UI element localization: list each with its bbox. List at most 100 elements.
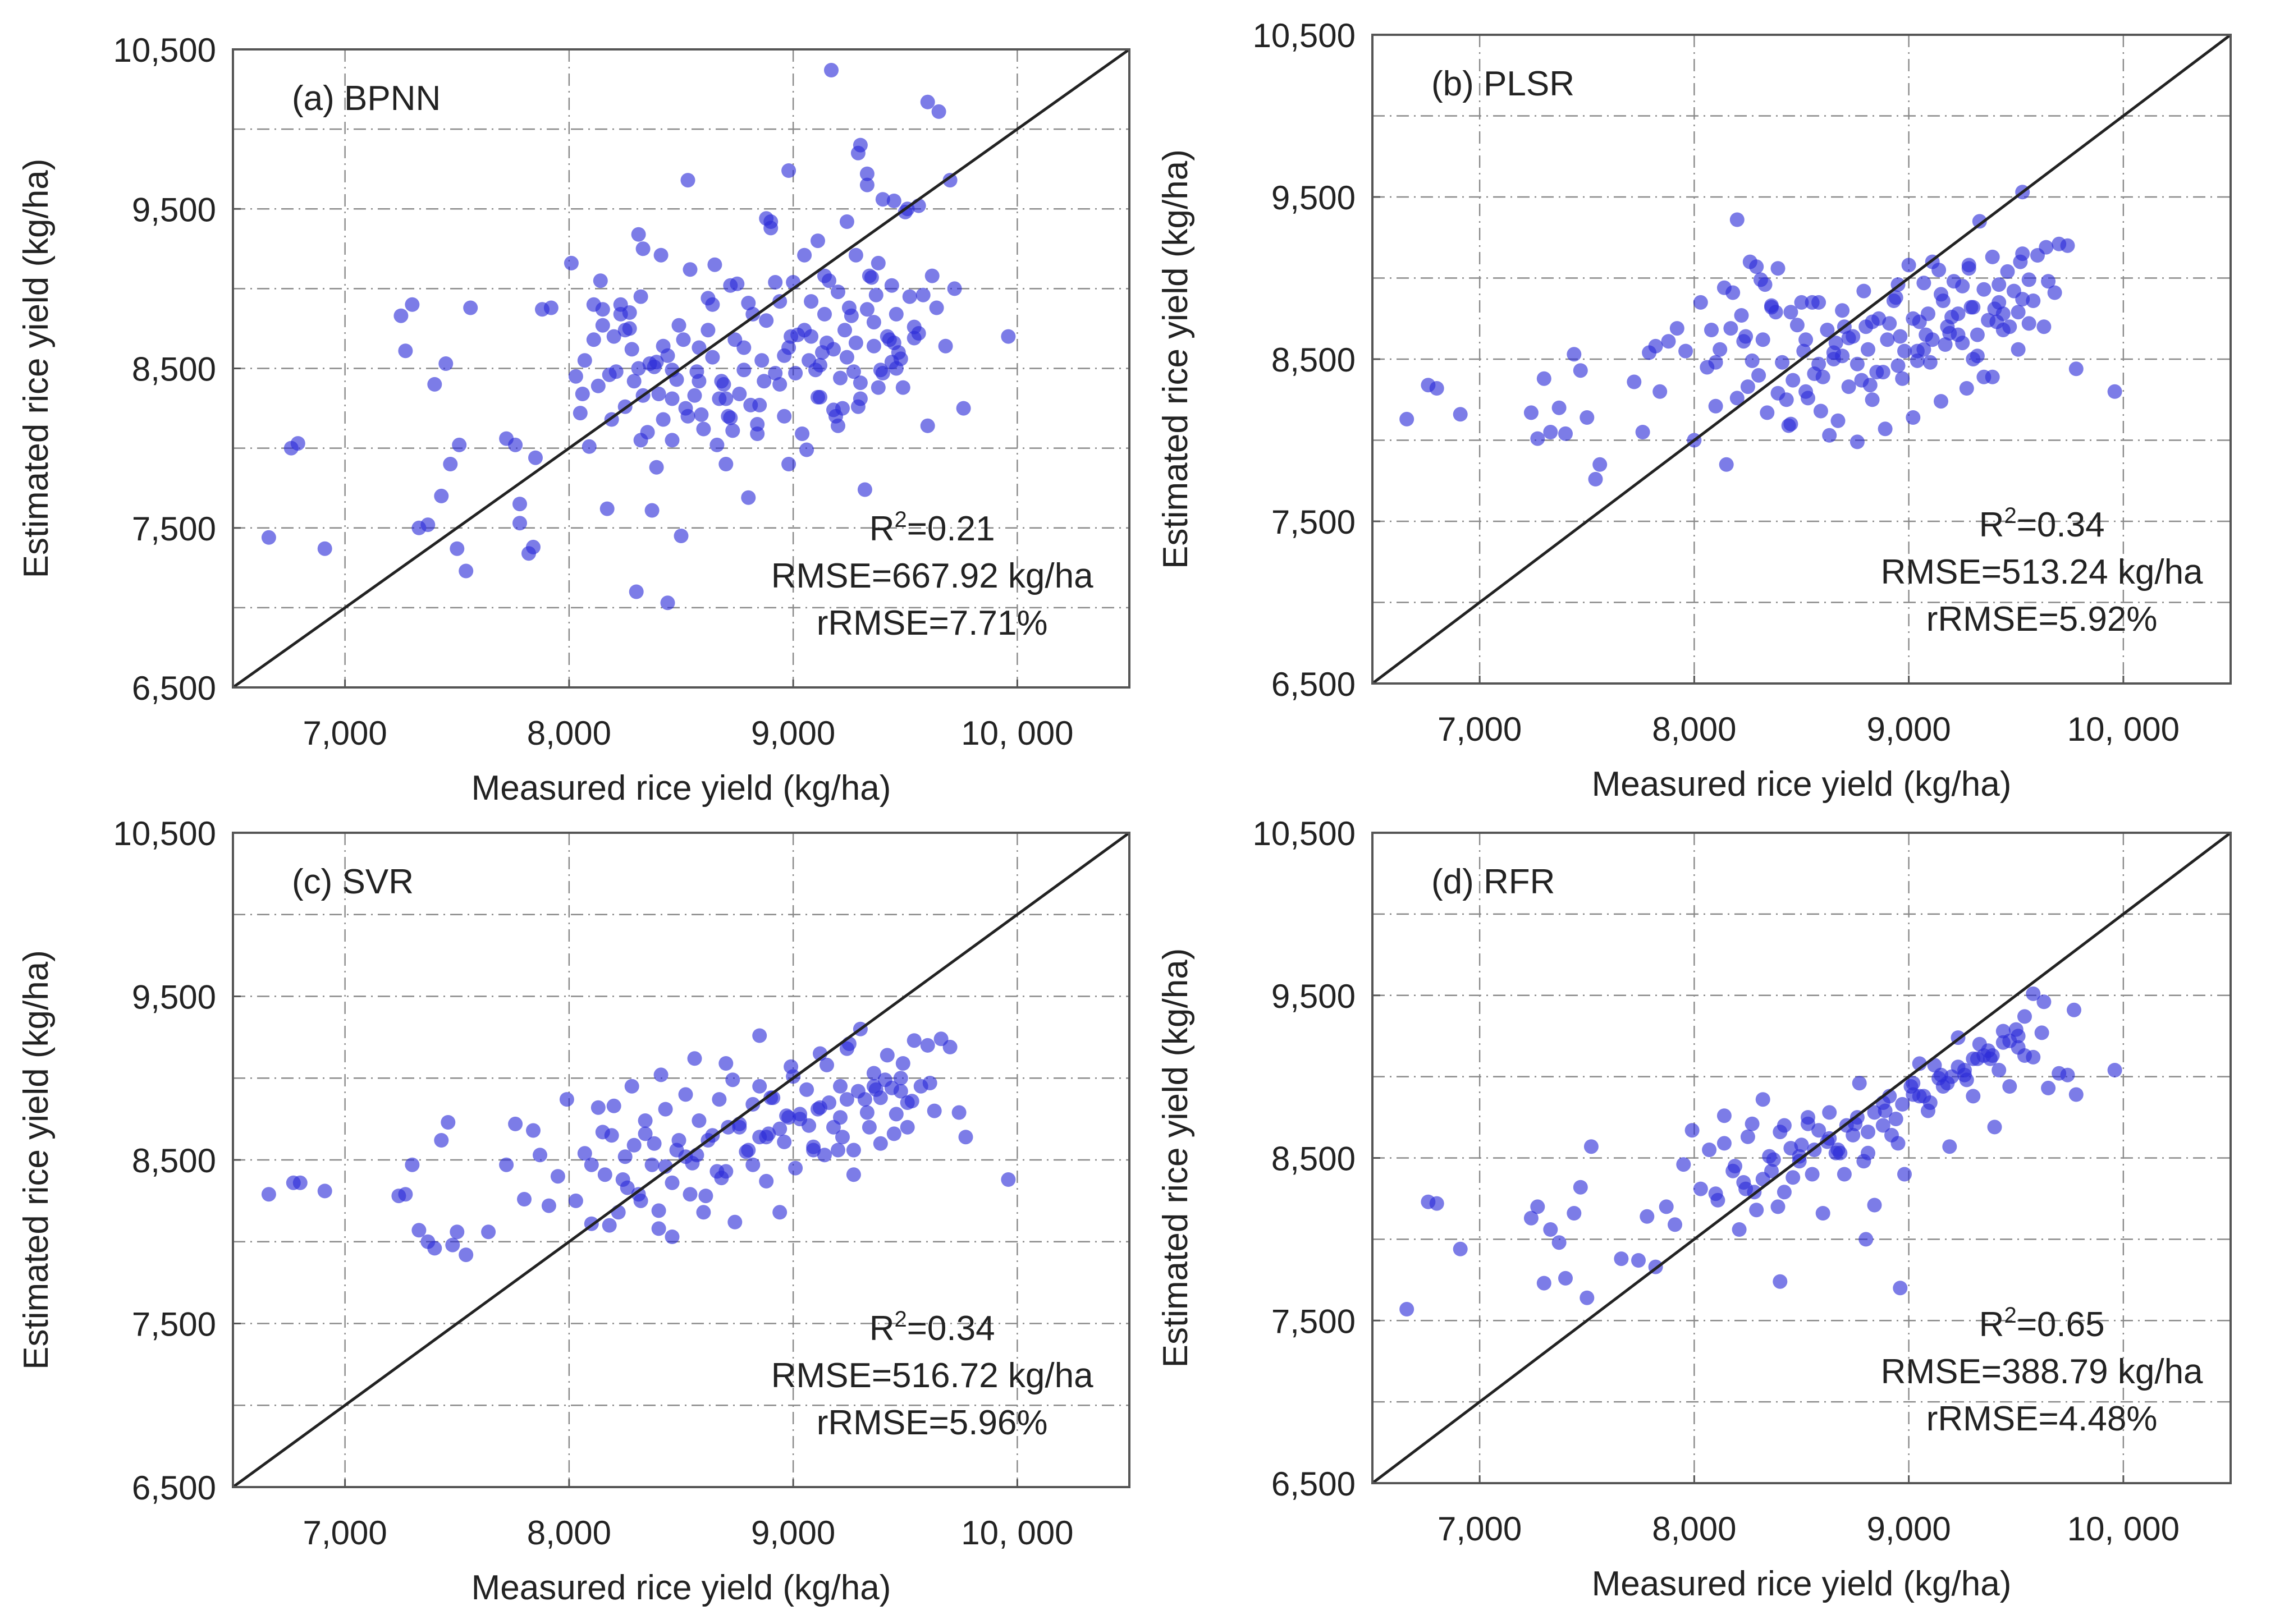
rrmse-label: rRMSE=5.92%	[1926, 600, 2158, 639]
data-point	[920, 1038, 935, 1053]
data-point	[811, 233, 825, 249]
data-point	[701, 323, 716, 338]
data-point	[617, 323, 633, 338]
x-tick-label: 8,000	[1652, 710, 1736, 748]
data-point	[1530, 431, 1545, 446]
data-point	[904, 1094, 919, 1109]
data-point	[732, 387, 747, 401]
y-tick-label: 10,500	[1252, 815, 1356, 852]
data-point	[831, 418, 845, 433]
data-point	[752, 1028, 767, 1043]
data-point	[568, 1193, 583, 1208]
data-point	[741, 1143, 756, 1158]
data-point	[895, 380, 910, 395]
x-tick-label: 10, 000	[961, 714, 1073, 752]
data-point	[1794, 295, 1809, 310]
data-point	[2107, 384, 2122, 399]
y-axis-title: Estimated rice yield (kg/ha)	[17, 950, 56, 1370]
data-point	[575, 387, 590, 401]
data-point	[1567, 347, 1582, 362]
data-point	[1678, 343, 1693, 359]
data-point	[1865, 392, 1880, 407]
data-point	[1942, 1139, 1957, 1154]
data-point	[772, 294, 788, 309]
data-point	[1955, 278, 1970, 293]
data-point	[1901, 258, 1916, 273]
data-point	[868, 287, 883, 302]
data-point	[526, 1123, 541, 1138]
data-point	[1786, 373, 1801, 388]
data-point	[1916, 276, 1931, 291]
data-point	[1849, 356, 1865, 371]
data-point	[1453, 1241, 1468, 1256]
data-point	[427, 377, 442, 392]
data-point	[900, 1120, 915, 1135]
data-point	[512, 516, 527, 531]
data-point	[772, 1205, 788, 1220]
data-point	[1985, 249, 2000, 264]
data-point	[261, 530, 276, 545]
data-point	[393, 308, 409, 323]
rrmse-label: rRMSE=5.96%	[817, 1403, 1048, 1442]
data-point	[1640, 1209, 1655, 1224]
x-tick-label: 7,000	[1438, 1510, 1522, 1548]
r-squared-label: R2=0.34	[1979, 503, 2105, 544]
y-tick-label: 7,500	[1271, 1302, 1356, 1340]
data-point	[450, 1224, 465, 1240]
data-point	[317, 541, 332, 556]
data-point	[508, 437, 523, 452]
data-point	[577, 353, 592, 368]
data-point	[1858, 1232, 1874, 1247]
data-point	[718, 1056, 734, 1071]
data-point	[1916, 1089, 1931, 1104]
data-point	[873, 1136, 888, 1151]
data-point	[512, 497, 527, 512]
data-point	[694, 407, 709, 422]
data-point	[1856, 283, 1871, 299]
data-point	[1558, 426, 1573, 441]
data-point	[427, 1241, 442, 1256]
data-point	[886, 1126, 901, 1141]
x-axis-title: Measured rice yield (kg/ha)	[1592, 765, 2012, 804]
y-tick-label: 7,500	[132, 1306, 216, 1343]
data-point	[1669, 321, 1684, 336]
data-point	[705, 350, 720, 365]
data-point	[730, 276, 745, 291]
data-point	[1798, 332, 1814, 347]
data-point	[696, 421, 711, 437]
data-point	[784, 329, 799, 344]
x-tick-label: 7,000	[303, 1514, 387, 1552]
data-point	[633, 289, 648, 304]
data-point	[665, 433, 680, 448]
data-point	[445, 1237, 460, 1253]
data-point	[1429, 1196, 1444, 1211]
data-point	[1729, 212, 1745, 227]
x-tick-label: 8,000	[527, 1514, 611, 1552]
data-point	[1798, 384, 1814, 399]
data-point	[1740, 379, 1755, 394]
data-point	[1820, 1134, 1835, 1149]
data-point	[907, 319, 922, 334]
data-point	[586, 297, 601, 312]
data-point	[1693, 295, 1708, 310]
data-point	[931, 104, 946, 119]
data-point	[2039, 240, 2054, 255]
data-point	[1614, 1251, 1629, 1267]
data-point	[1985, 369, 2000, 384]
y-tick-label: 9,500	[1271, 978, 1356, 1015]
data-point	[956, 401, 971, 416]
r-squared-label: R2=0.21	[869, 507, 995, 548]
data-point	[635, 241, 651, 256]
r-squared-value: =0.21	[907, 510, 995, 548]
data-point	[1801, 1110, 1815, 1125]
data-point	[452, 437, 467, 452]
data-point	[795, 426, 810, 441]
data-point	[1580, 410, 1595, 425]
data-point	[741, 296, 756, 310]
data-point	[1668, 1217, 1682, 1232]
r-squared-symbol: R	[1979, 1305, 2004, 1344]
data-point	[550, 1169, 565, 1184]
data-point	[826, 402, 841, 418]
data-point	[850, 399, 866, 414]
data-point	[1745, 1116, 1760, 1131]
